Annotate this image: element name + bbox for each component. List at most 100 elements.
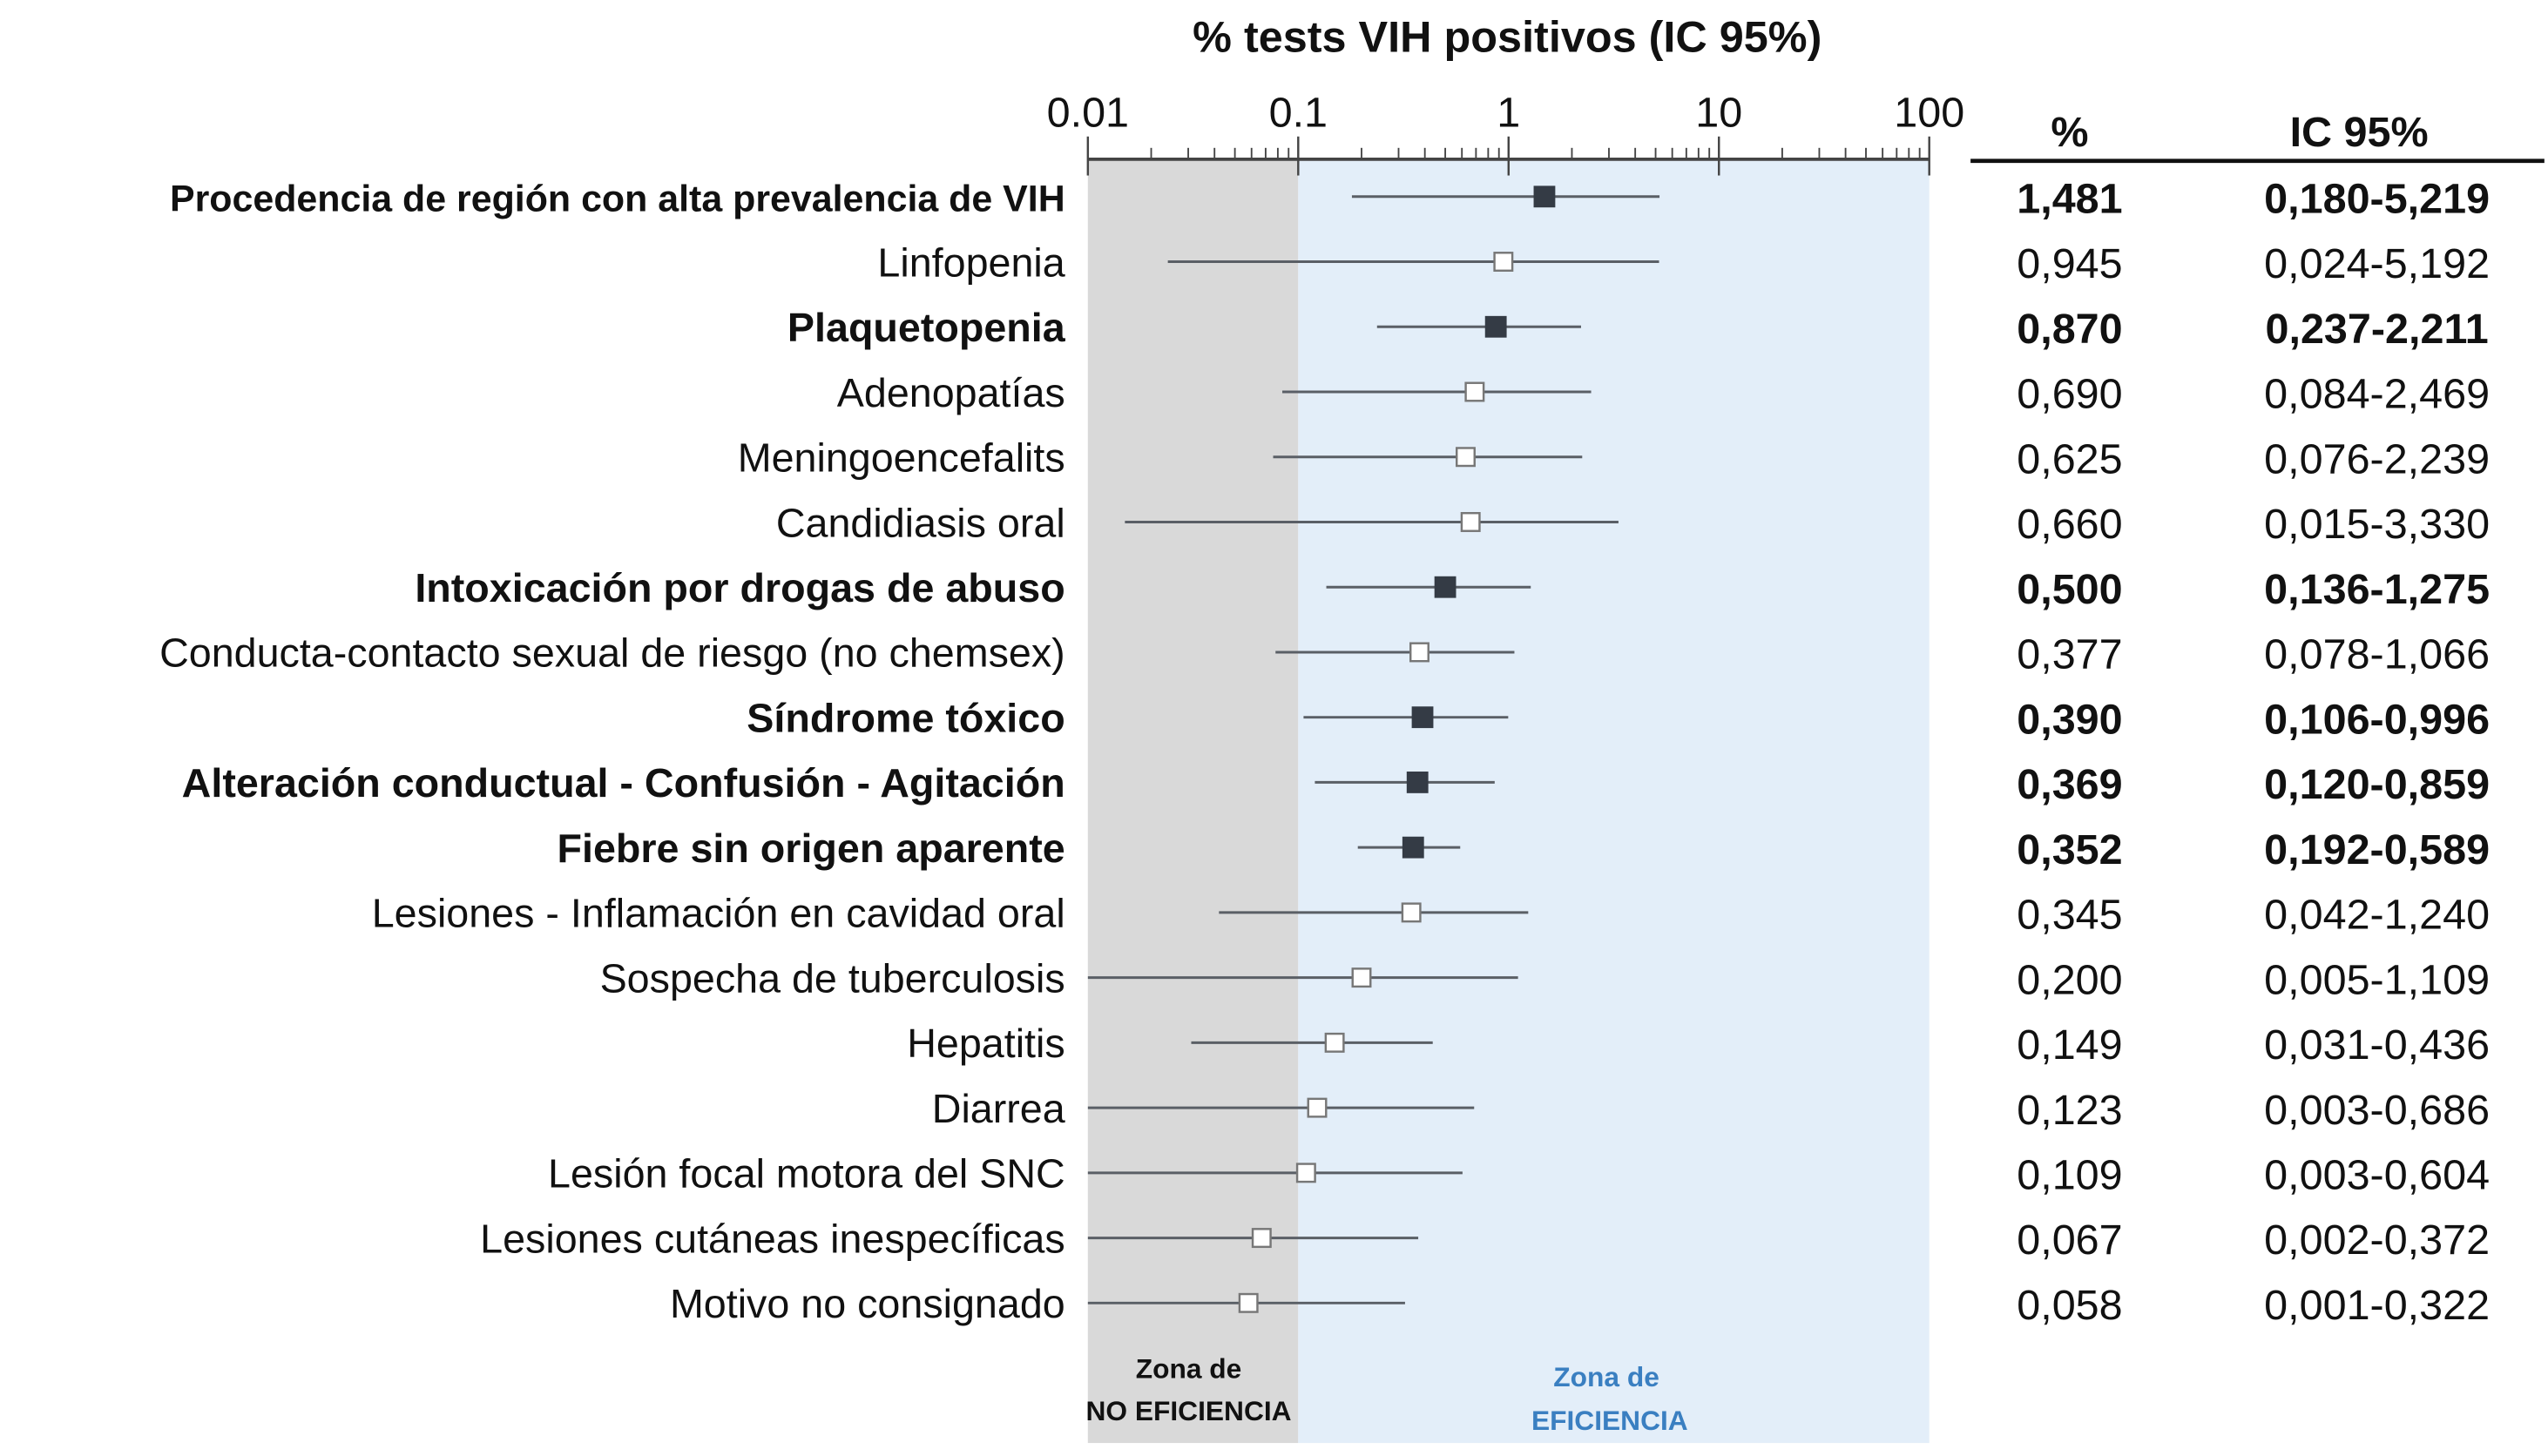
ci-value: 0,192-0,589 <box>2264 826 2490 873</box>
ci-value: 0,015-3,330 <box>2264 501 2490 548</box>
ci-value: 0,076-2,239 <box>2264 435 2490 482</box>
point-estimate-marker <box>1406 772 1429 793</box>
x-tick-label: 1 <box>1497 90 1520 137</box>
point-estimate-marker <box>1493 252 1514 273</box>
forest-row: Candidiasis oral 0,660 0,015-3,330 <box>776 500 2490 548</box>
ci-value: 0,003-0,604 <box>2264 1151 2490 1198</box>
point-estimate-marker <box>1456 447 1476 468</box>
x-tick-label: 0.01 <box>1047 90 1129 137</box>
efficiency-label-line1: Zona de <box>1553 1361 1659 1392</box>
pct-value: 0,870 <box>2017 306 2122 353</box>
no-efficiency-label-line2: NO EFICIENCIA <box>1085 1395 1291 1426</box>
row-label: Alteración conductual - Confusión - Agit… <box>182 760 1065 806</box>
point-estimate-marker <box>1411 706 1434 729</box>
point-estimate-marker <box>1460 511 1481 532</box>
forest-row: Lesiones cutáneas inespecíficas 0,067 0,00… <box>480 1216 2490 1264</box>
pct-value: 0,345 <box>2017 892 2122 939</box>
row-label: Síndrome tóxico <box>747 695 1064 740</box>
row-label: Linfopenia <box>877 239 1064 285</box>
row-label: Intoxicación por drogas de abuso <box>415 565 1064 610</box>
row-label: Conducta-contacto sexual de riesgo (no c… <box>159 630 1065 676</box>
ci-value: 0,005-1,109 <box>2264 956 2490 1003</box>
forest-row: Plaquetopenia 0,870 0,237-2,211 <box>787 305 2489 353</box>
forest-row: Lesión focal motora del SNC 0,109 0,003-0,… <box>548 1151 2490 1199</box>
pct-value: 0,067 <box>2017 1217 2122 1264</box>
forest-row: Síndrome tóxico 0,390 0,106-0,996 <box>747 695 2490 743</box>
forest-row: Sospecha de tuberculosis 0,200 0,005-1,109 <box>600 955 2490 1003</box>
row-label: Motivo no consignado <box>670 1281 1065 1326</box>
ci-value: 0,084-2,469 <box>2264 371 2490 418</box>
point-estimate-marker <box>1295 1163 1316 1183</box>
pct-value: 0,369 <box>2017 761 2122 808</box>
point-estimate-marker <box>1434 576 1456 598</box>
row-label: Sospecha de tuberculosis <box>600 955 1065 1001</box>
pct-value: 0,690 <box>2017 371 2122 418</box>
pct-value: 0,149 <box>2017 1021 2122 1068</box>
point-estimate-marker <box>1401 902 1422 923</box>
x-tick-label: 100 <box>1894 90 1964 137</box>
pct-value: 0,058 <box>2017 1282 2122 1329</box>
row-label: Adenopatías <box>837 370 1065 415</box>
forest-row: Fiebre sin origen aparente 0,352 0,192-0,5… <box>558 826 2491 873</box>
point-estimate-marker <box>1307 1097 1328 1118</box>
forest-row: Conducta-contacto sexual de riesgo (no c… <box>159 630 2490 678</box>
ci-value: 0,042-1,240 <box>2264 892 2490 939</box>
pct-value: 0,390 <box>2017 696 2122 743</box>
efficiency-label-line2: EFICIENCIA <box>1531 1405 1688 1436</box>
row-label: Lesiones cutáneas inespecíficas <box>480 1216 1065 1261</box>
pct-column-header: % <box>2051 109 2088 156</box>
row-label: Plaquetopenia <box>787 305 1066 350</box>
ci-value: 0,024-5,192 <box>2264 240 2490 287</box>
point-estimate-marker <box>1238 1292 1259 1313</box>
row-label: Procedencia de región con alta prevalenc… <box>170 179 1065 220</box>
row-label: Lesión focal motora del SNC <box>548 1151 1065 1196</box>
chart-title: % tests VIH positivos (IC 95%) <box>1193 12 1821 62</box>
point-estimate-marker <box>1484 315 1507 338</box>
ci-value: 0,237-2,211 <box>2266 306 2489 353</box>
ci-value: 0,180-5,219 <box>2264 175 2490 222</box>
pct-value: 0,109 <box>2017 1151 2122 1198</box>
forest-row: Lesiones - Inflamación en cavidad oral 0,… <box>372 891 2490 939</box>
point-estimate-marker <box>1351 967 1372 988</box>
forest-row: Motivo no consignado 0,058 0,001-0,322 <box>670 1281 2490 1329</box>
no-efficiency-label-line1: Zona de <box>1136 1352 1242 1384</box>
pct-value: 0,377 <box>2017 631 2122 678</box>
x-tick-label: 10 <box>1695 90 1742 137</box>
point-estimate-marker <box>1409 642 1429 663</box>
ci-column-header: IC 95% <box>2290 109 2429 156</box>
ci-value: 0,002-0,372 <box>2264 1217 2490 1264</box>
efficiency-zone <box>1298 158 1930 1444</box>
pct-value: 1,481 <box>2017 175 2122 222</box>
pct-value: 0,500 <box>2017 566 2122 613</box>
forest-row: Procedencia de región con alta prevalenc… <box>170 175 2490 222</box>
forest-row: Diarrea 0,123 0,003-0,686 <box>932 1086 2490 1134</box>
forest-row: Meningoencefalits 0,625 0,076-2,239 <box>738 435 2490 483</box>
point-estimate-marker <box>1533 185 1556 208</box>
ci-value: 0,078-1,066 <box>2264 631 2490 678</box>
pct-value: 0,660 <box>2017 501 2122 548</box>
row-label: Fiebre sin origen aparente <box>558 826 1065 871</box>
ci-value: 0,136-1,275 <box>2264 566 2490 613</box>
no-efficiency-zone <box>1087 158 1299 1444</box>
ci-value: 0,106-0,996 <box>2264 696 2490 743</box>
forest-row: Alteración conductual - Confusión - Agit… <box>182 760 2490 808</box>
pct-value: 0,352 <box>2017 826 2122 873</box>
row-label: Diarrea <box>932 1086 1065 1131</box>
ci-value: 0,001-0,322 <box>2264 1282 2490 1329</box>
x-tick-label: 0.1 <box>1269 90 1328 137</box>
point-estimate-marker <box>1251 1228 1272 1249</box>
point-estimate-marker <box>1464 381 1485 402</box>
ci-value: 0,003-0,686 <box>2264 1087 2490 1134</box>
row-label: Lesiones - Inflamación en cavidad oral <box>372 891 1065 936</box>
row-label: Candidiasis oral <box>776 500 1065 545</box>
forest-row: Intoxicación por drogas de abuso 0,500 0,1… <box>415 565 2490 613</box>
pct-value: 0,625 <box>2017 435 2122 482</box>
pct-value: 0,123 <box>2017 1087 2122 1134</box>
pct-value: 0,945 <box>2017 240 2122 287</box>
row-label: Hepatitis <box>907 1021 1064 1066</box>
row-label: Meningoencefalits <box>738 435 1065 481</box>
point-estimate-marker <box>1324 1032 1345 1053</box>
pct-value: 0,200 <box>2017 956 2122 1003</box>
point-estimate-marker <box>1402 836 1424 859</box>
